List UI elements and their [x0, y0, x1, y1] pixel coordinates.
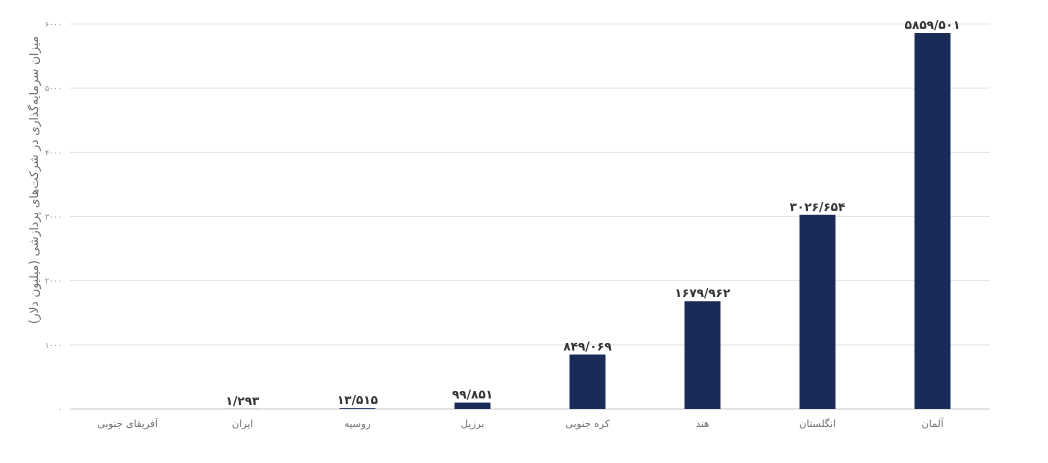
- y-tick-label: ۲۰۰۰: [45, 277, 62, 286]
- bar: [914, 33, 951, 410]
- data-label: ۹۹/۸۵۱: [452, 388, 493, 402]
- bar: [454, 402, 491, 409]
- y-tick-label: ۰: [58, 405, 62, 414]
- data-label: ۱۶۷۹/۹۶۲: [675, 286, 731, 300]
- y-tick-label: ۱۰۰۰: [45, 341, 62, 350]
- bar: [569, 354, 606, 409]
- y-axis-ticks: ۰ ۱۰۰۰ ۲۰۰۰ ۳۰۰۰ ۴۰۰۰ ۵۰۰۰ ۶۰۰۰: [45, 20, 62, 414]
- x-tick-label: انگلستان: [799, 418, 836, 430]
- gridlines: [70, 23, 990, 410]
- bar: [339, 408, 376, 409]
- bars: [224, 33, 951, 410]
- x-tick-label: ایران: [232, 419, 253, 430]
- data-labels: ۱/۲۹۳ ۱۳/۵۱۵ ۹۹/۸۵۱ ۸۴۹/۰۶۹ ۱۶۷۹/۹۶۲ ۳۰۲۶/۶۵۴…: [226, 18, 961, 408]
- data-label: ۱۳/۵۱۵: [337, 393, 378, 407]
- data-label: ۱/۲۹۳: [226, 394, 260, 408]
- bar: [799, 214, 836, 409]
- y-tick-label: ۶۰۰۰: [45, 20, 62, 29]
- data-label: ۳۰۲۶/۶۵۴: [790, 200, 846, 214]
- data-label: ۵۸۵۹/۵۰۱: [905, 18, 961, 32]
- y-tick-label: ۴۰۰۰: [45, 148, 62, 157]
- x-tick-label: هند: [696, 419, 710, 430]
- y-tick-label: ۳۰۰۰: [45, 213, 62, 222]
- x-tick-label: برزیل: [461, 419, 485, 430]
- x-tick-label: آلمان: [922, 417, 945, 430]
- x-tick-label: روسیه: [344, 419, 371, 430]
- x-axis-categories: آفریقای جنوبی ایران روسیه برزیل کره جنوبی هند…: [97, 417, 944, 430]
- x-tick-label: کره جنوبی: [565, 419, 609, 430]
- y-axis-label: میزان سرمایه‌گذاری در شرکت‌های پردازشی (…: [27, 36, 42, 324]
- y-tick-label: ۵۰۰۰: [45, 84, 62, 93]
- x-tick-label: آفریقای جنوبی: [97, 417, 159, 430]
- bar: [684, 301, 721, 409]
- data-label: ۸۴۹/۰۶۹: [563, 340, 612, 354]
